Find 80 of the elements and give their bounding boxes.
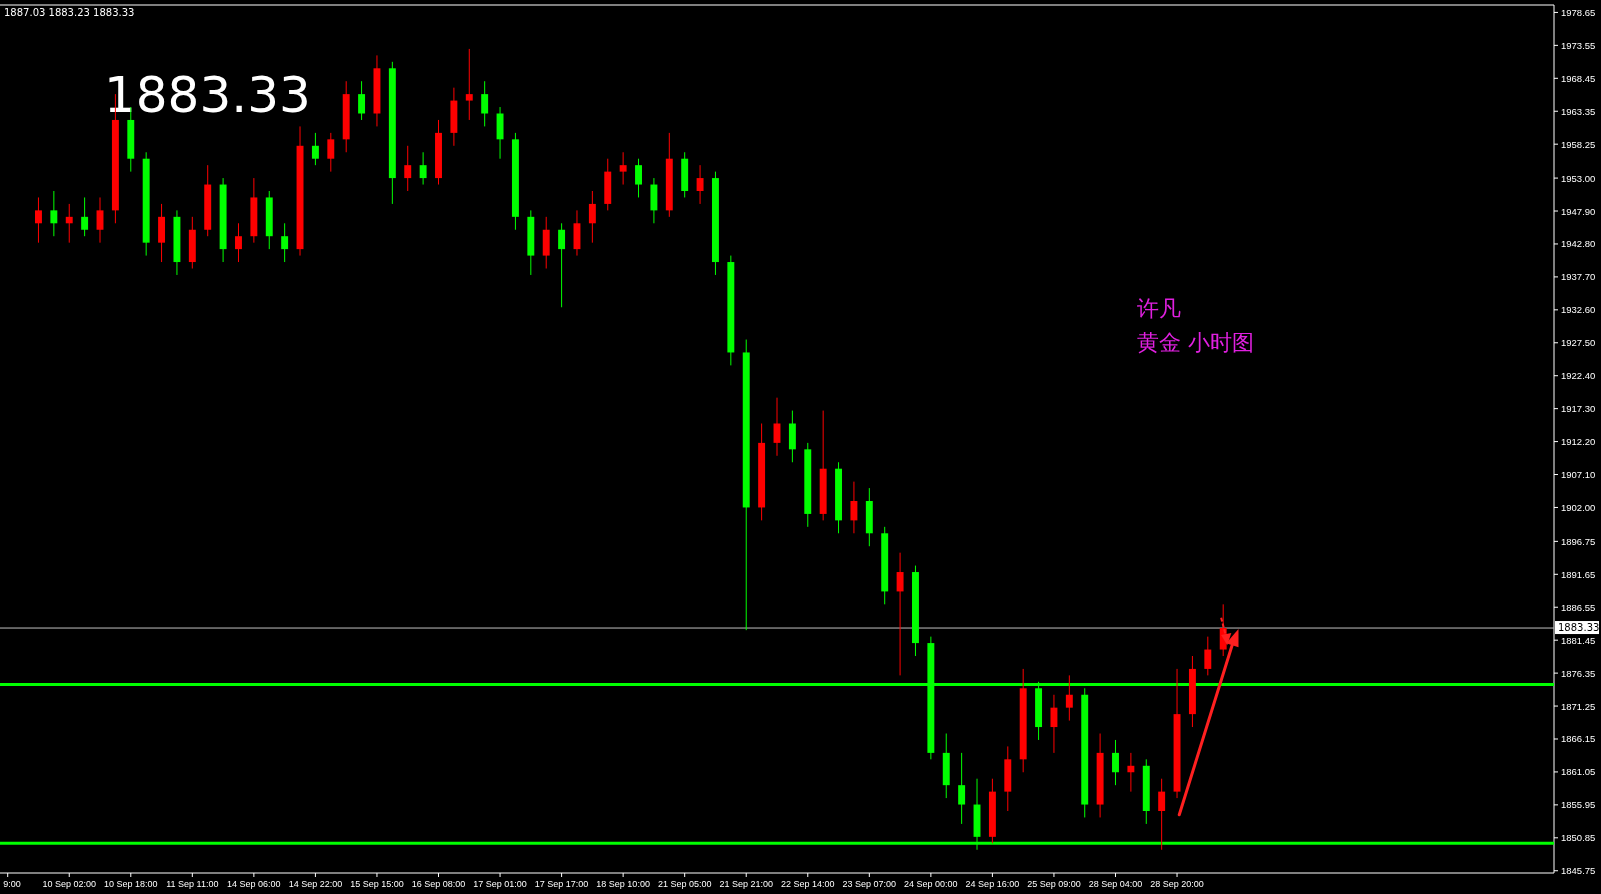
x-tick-label: 24 Sep 00:00	[904, 879, 958, 889]
candlestick	[465, 48, 473, 121]
candlestick	[327, 132, 335, 173]
y-tick-label: 1953.00	[1561, 172, 1596, 184]
x-tick-label: 16 Sep 08:00	[411, 879, 466, 889]
y-tick-label: 1850.85	[1561, 832, 1596, 844]
candlestick	[1127, 752, 1135, 793]
candlestick	[958, 752, 966, 825]
x-tick-label: 21 Sep 05:00	[657, 879, 712, 889]
candlestick	[896, 552, 904, 676]
y-tick-label: 1871.25	[1561, 700, 1596, 712]
candlestick	[65, 203, 73, 244]
annotation: 1883.33	[104, 66, 311, 124]
x-tick-label: 14 Sep 22:00	[288, 879, 343, 889]
y-tick-label: 1855.95	[1561, 799, 1596, 811]
x-tick-label: 10 Sep 02:00	[42, 879, 97, 889]
y-tick-label: 1876.35	[1561, 667, 1596, 679]
x-tick-label: 28 Sep 04:00	[1088, 879, 1143, 889]
x-tick-label: 18 Sep 10:00	[596, 879, 650, 889]
x-tick-label: 14 Sep 06:00	[227, 879, 281, 889]
x-tick-label: 11 Sep 11:00	[166, 879, 219, 889]
candlestick	[311, 132, 319, 166]
annotation: 1887.03 1883.23 1883.33	[4, 7, 135, 18]
x-tick-label: 23 Sep 07:00	[842, 879, 897, 889]
candlestick	[619, 151, 627, 186]
x-tick-label: 10 Sep 18:00	[104, 879, 158, 889]
candlestick	[696, 164, 704, 205]
y-tick-label: 1886.55	[1561, 601, 1596, 613]
x-tick-label: 25 Sep 09:00	[1027, 879, 1081, 889]
candlestick	[558, 222, 566, 308]
x-tick-label: 17 Sep 17:00	[534, 879, 589, 889]
y-tick-label: 1917.30	[1561, 403, 1596, 415]
x-tick-label: 15 Sep 15:00	[350, 879, 404, 889]
y-tick-label: 1937.70	[1561, 271, 1596, 283]
candlestick	[635, 158, 642, 198]
candlestick	[850, 481, 858, 534]
candlestick	[404, 145, 412, 192]
y-tick-label: 1922.40	[1561, 370, 1596, 382]
candlestick	[1204, 636, 1212, 676]
y-tick-label: 1912.20	[1561, 436, 1596, 448]
y-tick-label: 1881.45	[1561, 634, 1596, 646]
candlestick	[481, 80, 489, 127]
y-tick-label: 1963.35	[1561, 105, 1596, 117]
x-tick-label: 17 Sep 01:00	[473, 879, 527, 889]
x-tick-label: 21 Sep 21:00	[719, 879, 774, 889]
y-tick-label: 1896.75	[1561, 535, 1596, 547]
x-tick-label: 22 Sep 14:00	[780, 879, 835, 889]
candlestick	[281, 222, 289, 263]
candlestick	[235, 222, 242, 263]
candlestick	[96, 196, 104, 244]
candlestick	[419, 151, 427, 186]
y-tick-label: 1861.05	[1561, 766, 1596, 778]
x-tick-label: 24 Sep 16:00	[965, 879, 1020, 889]
x-tick-label: 9:00	[3, 879, 21, 889]
annotation: 黄金 小时图	[1137, 330, 1254, 355]
ref-line-label: 1883.33	[1558, 622, 1600, 634]
candlestick	[1158, 778, 1166, 851]
y-tick-label: 1968.45	[1561, 72, 1596, 84]
candlestick	[50, 190, 58, 237]
y-tick-label: 1932.60	[1561, 304, 1596, 316]
y-tick-label: 1927.50	[1561, 337, 1596, 349]
y-tick-label: 1942.80	[1561, 238, 1596, 250]
candlestick	[1050, 694, 1058, 754]
candlestick	[81, 196, 89, 237]
y-tick-label: 1958.25	[1561, 138, 1596, 150]
candlestick	[358, 80, 366, 121]
y-tick-label: 1891.65	[1561, 568, 1596, 580]
y-tick-label: 1973.55	[1561, 39, 1596, 51]
annotation: 许凡	[1137, 296, 1181, 321]
y-tick-label: 1845.75	[1561, 865, 1596, 877]
candlestick	[1112, 739, 1119, 786]
y-tick-label: 1978.65	[1561, 6, 1596, 18]
y-tick-label: 1947.90	[1561, 205, 1596, 217]
y-tick-label: 1907.10	[1561, 469, 1596, 481]
y-tick-label: 1866.15	[1561, 733, 1596, 745]
y-tick-label: 1902.00	[1561, 501, 1596, 513]
candlestick	[35, 196, 42, 244]
candlestick	[588, 190, 596, 244]
x-tick-label: 28 Sep 20:00	[1150, 879, 1204, 889]
candlestick	[1065, 674, 1073, 722]
